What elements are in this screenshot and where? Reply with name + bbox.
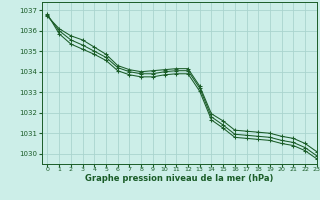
X-axis label: Graphe pression niveau de la mer (hPa): Graphe pression niveau de la mer (hPa): [85, 174, 273, 183]
